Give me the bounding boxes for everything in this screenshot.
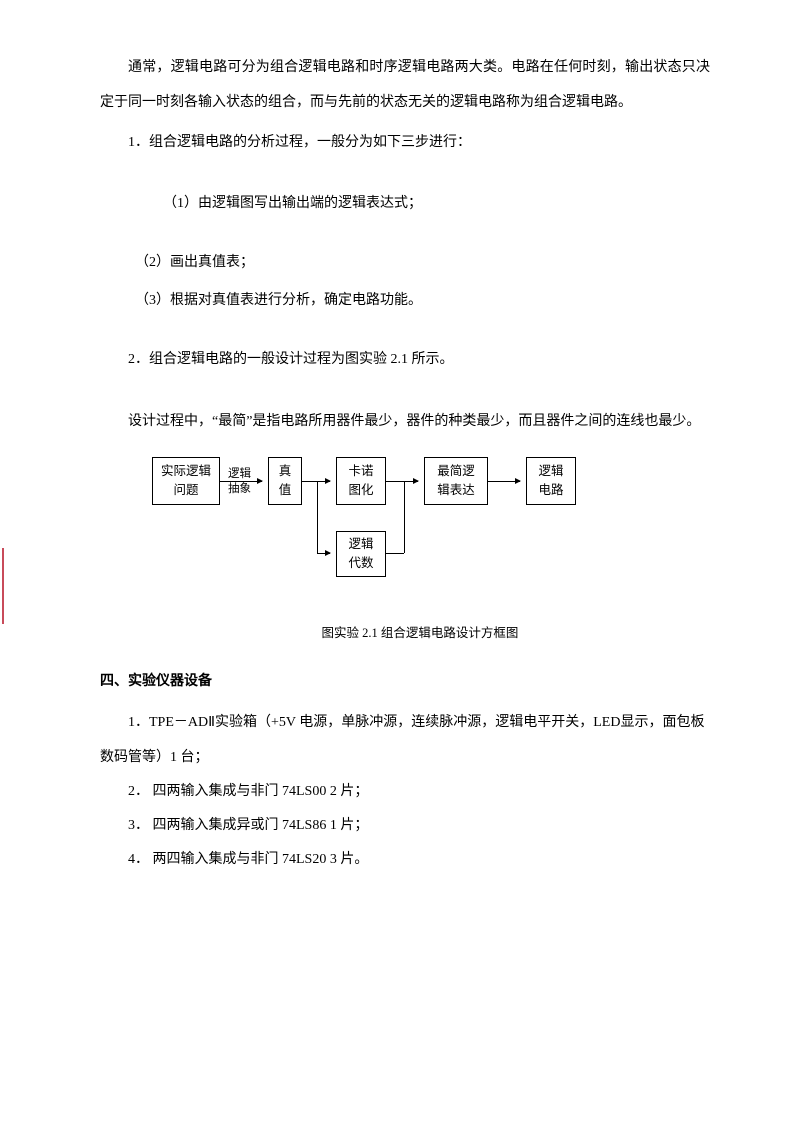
flowchart-node-logic-algebra: 逻辑 代数 bbox=[336, 531, 386, 577]
flowchart-node-simplest-expr: 最简逻 辑表达 bbox=[424, 457, 488, 505]
flowchart-node-problem: 实际逻辑 问题 bbox=[152, 457, 220, 505]
flowchart-arrow bbox=[488, 481, 520, 482]
node-text: 最简逻 bbox=[437, 462, 475, 481]
flowchart-arrow bbox=[386, 481, 418, 482]
node-text: 真 bbox=[279, 462, 292, 481]
step-2-heading: 2．组合逻辑电路的一般设计过程为图实验 2.1 所示。 bbox=[128, 345, 710, 376]
diagram-caption: 图实验 2.1 组合逻辑电路设计方框图 bbox=[100, 623, 710, 643]
flowchart-connector bbox=[404, 481, 405, 553]
paragraph-design: 设计过程中，“最简”是指电路所用器件最少，器件的种类最少，而且器件之间的连线也最… bbox=[100, 404, 710, 439]
node-text: 实际逻辑 bbox=[161, 462, 211, 481]
step-1-heading: 1．组合逻辑电路的分析过程，一般分为如下三步进行： bbox=[128, 128, 710, 159]
node-text: 逻辑 bbox=[538, 462, 563, 481]
flowchart-node-kmap: 卡诺 图化 bbox=[336, 457, 386, 505]
node-text: 值 bbox=[279, 481, 292, 500]
revision-mark bbox=[2, 548, 4, 624]
equipment-item-1: 1．TPE－ADⅡ实验箱（+5V 电源，单脉冲源，连续脉冲源，逻辑电平开关，LE… bbox=[100, 705, 710, 775]
node-text: 电路 bbox=[538, 481, 563, 500]
equipment-item-2: 2． 四两输入集成与非门 74LS00 2 片； bbox=[128, 775, 710, 809]
flowchart-connector bbox=[317, 481, 318, 553]
equipment-item-4: 4． 两四输入集成与非门 74LS20 3 片。 bbox=[128, 843, 710, 877]
edge-label-text: 逻辑 bbox=[228, 467, 251, 482]
step-1-sub-3: （3）根据对真值表进行分析，确定电路功能。 bbox=[135, 286, 710, 317]
step-1-sub-2: （2）画出真值表； bbox=[135, 248, 710, 279]
equipment-item-3: 3． 四两输入集成异或门 74LS86 1 片； bbox=[128, 809, 710, 843]
flowchart-node-circuit: 逻辑 电路 bbox=[526, 457, 576, 505]
flowchart-edge-label: 逻辑 抽象 bbox=[228, 467, 251, 497]
step-1-sub-1: （1）由逻辑图写出输出端的逻辑表达式； bbox=[163, 189, 710, 220]
node-text: 卡诺 bbox=[348, 462, 373, 481]
section-4-title: 四、实验仪器设备 bbox=[100, 671, 710, 693]
node-text: 图化 bbox=[348, 481, 373, 500]
flowchart-diagram: 实际逻辑 问题 真 值 卡诺 图化 最简逻 辑表达 逻辑 电路 逻辑 代数 逻辑… bbox=[132, 447, 632, 617]
flowchart-arrow bbox=[302, 481, 330, 482]
node-text: 问题 bbox=[173, 481, 198, 500]
edge-label-text: 抽象 bbox=[228, 482, 251, 497]
flowchart-node-truth-table: 真 值 bbox=[268, 457, 302, 505]
node-text: 逻辑 bbox=[348, 535, 373, 554]
paragraph-intro: 通常，逻辑电路可分为组合逻辑电路和时序逻辑电路两大类。电路在任何时刻，输出状态只… bbox=[100, 50, 710, 120]
flowchart-arrow bbox=[317, 553, 330, 554]
flowchart-connector bbox=[386, 553, 404, 554]
node-text: 辑表达 bbox=[437, 481, 475, 500]
node-text: 代数 bbox=[348, 554, 373, 573]
